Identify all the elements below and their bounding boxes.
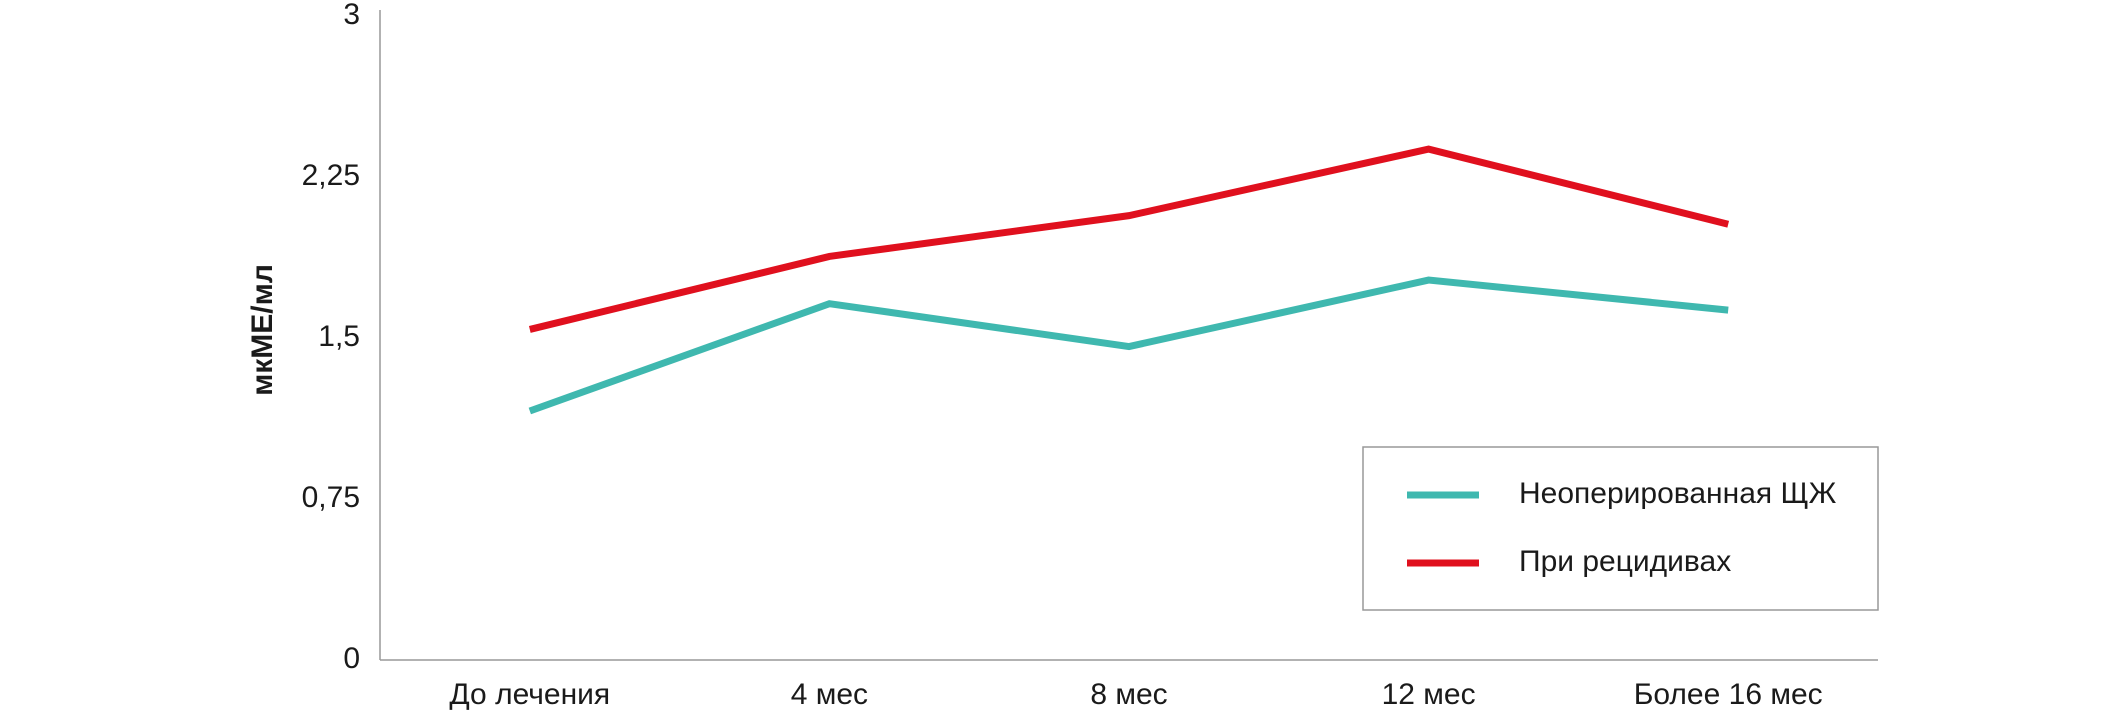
legend-box (1362, 446, 1879, 611)
series-line (528, 276, 1729, 415)
legend-label: При рецидивах (1519, 545, 1731, 578)
x-tick-label: 4 мес (791, 678, 868, 711)
x-tick-label: Более 16 мес (1634, 678, 1823, 711)
y-tick-label: 0,75 (302, 481, 360, 514)
y-axis-title: мкМЕ/мл (246, 264, 279, 396)
y-tick-label: 2,25 (302, 159, 360, 192)
legend-label: Неоперированная ЩЖ (1519, 477, 1837, 510)
y-tick-label: 3 (343, 0, 360, 31)
y-tick-label: 0 (343, 642, 360, 675)
series-line (528, 145, 1730, 333)
x-tick-label: До лечения (449, 678, 610, 711)
x-tick-label: 8 мес (1090, 678, 1167, 711)
x-tick-label: 12 мес (1382, 678, 1476, 711)
y-tick-label: 1,5 (318, 320, 360, 353)
